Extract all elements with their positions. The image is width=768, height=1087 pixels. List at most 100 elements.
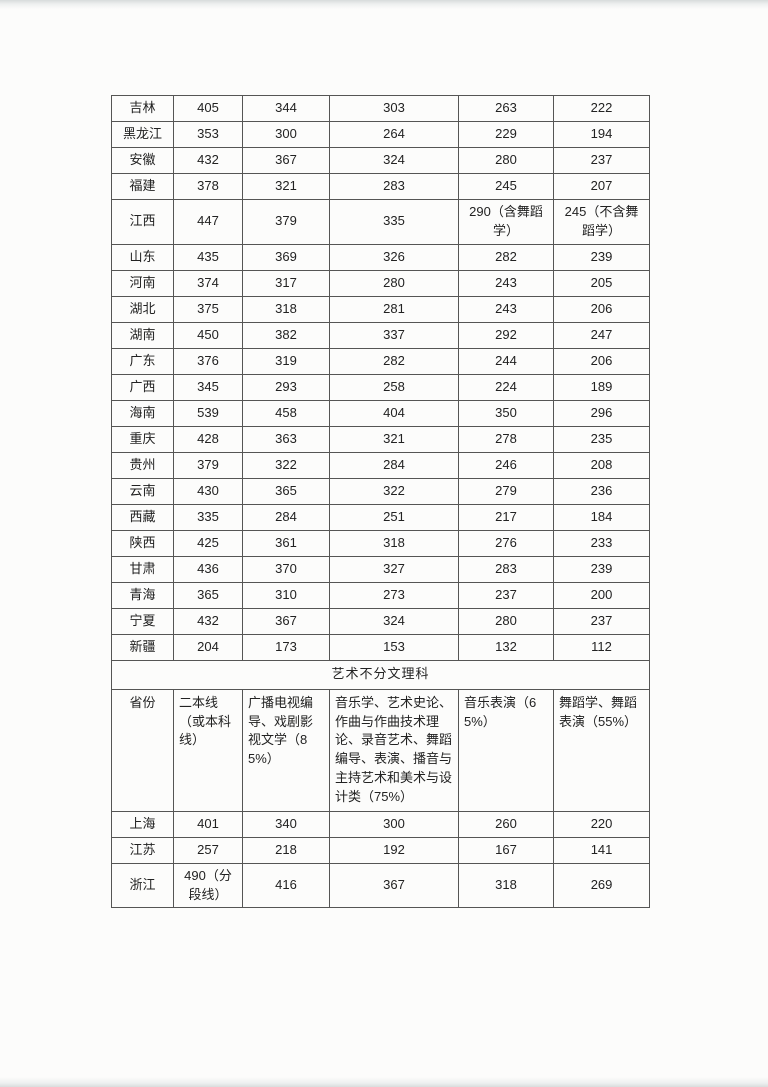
score-cell: 208 xyxy=(553,451,650,479)
column-header: 广播电视编导、戏剧影视文学（85%） xyxy=(242,688,330,812)
province-cell: 山东 xyxy=(111,243,174,271)
score-cell: 432 xyxy=(173,147,243,174)
score-cell: 132 xyxy=(458,633,554,661)
table-row: 河南 374 317 280 243 205 xyxy=(111,269,650,297)
table-row: 新疆 204 173 153 132 112 xyxy=(111,633,650,661)
score-cell: 282 xyxy=(329,347,459,375)
score-cell: 247 xyxy=(553,321,650,349)
score-cell: 539 xyxy=(173,399,243,427)
score-cell: 282 xyxy=(458,243,554,271)
score-cell: 318 xyxy=(242,295,330,323)
score-cell: 425 xyxy=(173,529,243,557)
score-cell: 258 xyxy=(329,373,459,401)
province-cell: 西藏 xyxy=(111,503,174,531)
province-cell: 云南 xyxy=(111,477,174,505)
score-cell: 450 xyxy=(173,321,243,349)
score-cell: 300 xyxy=(329,810,459,838)
column-header: 省份 xyxy=(111,688,174,812)
table-row: 湖北 375 318 281 243 206 xyxy=(111,295,650,323)
score-cell: 458 xyxy=(242,399,330,427)
score-cell: 432 xyxy=(173,607,243,635)
score-cell: 379 xyxy=(173,451,243,479)
arts-header-row: 省份 二本线（或本科线） 广播电视编导、戏剧影视文学（85%） 音乐学、艺术史论、作曲… xyxy=(111,688,651,812)
table-row: 江苏 257 218 192 167 141 xyxy=(111,836,651,864)
score-cell: 245 xyxy=(458,173,554,200)
column-header: 舞蹈学、舞蹈表演（55%） xyxy=(552,688,651,812)
score-cell: 326 xyxy=(329,243,459,271)
score-cell: 184 xyxy=(553,503,650,531)
score-cell: 233 xyxy=(553,529,650,557)
score-cell: 194 xyxy=(553,121,650,148)
table-row: 广西 345 293 258 224 189 xyxy=(111,373,650,401)
table-row: 贵州 379 322 284 246 208 xyxy=(111,451,650,479)
table-row: 安徽 432 367 324 280 237 xyxy=(111,147,650,174)
province-cell: 海南 xyxy=(111,399,174,427)
score-cell: 264 xyxy=(329,121,459,148)
province-cell: 广东 xyxy=(111,347,174,375)
province-cell: 贵州 xyxy=(111,451,174,479)
score-cell: 236 xyxy=(553,477,650,505)
score-cell: 205 xyxy=(553,269,650,297)
table-row: 黑龙江 353 300 264 229 194 xyxy=(111,121,650,148)
score-cell: 350 xyxy=(458,399,554,427)
table-row: 上海 401 340 300 260 220 xyxy=(111,810,651,838)
score-cell: 284 xyxy=(329,451,459,479)
score-cell: 378 xyxy=(173,173,243,200)
score-cell: 243 xyxy=(458,269,554,297)
score-cell: 369 xyxy=(242,243,330,271)
score-cell: 237 xyxy=(553,607,650,635)
score-cell: 224 xyxy=(458,373,554,401)
score-cell: 401 xyxy=(173,810,243,838)
score-cell: 207 xyxy=(553,173,650,200)
table-row: 海南 539 458 404 350 296 xyxy=(111,399,650,427)
score-cell: 447 xyxy=(173,199,243,245)
score-cell: 278 xyxy=(458,425,554,453)
score-cell: 229 xyxy=(458,121,554,148)
score-cell: 335 xyxy=(329,199,459,245)
score-cell: 279 xyxy=(458,477,554,505)
score-cell: 245（不含舞蹈学） xyxy=(553,199,650,245)
score-cell: 290（含舞蹈学） xyxy=(458,199,554,245)
table-row: 陕西 425 361 318 276 233 xyxy=(111,529,650,557)
score-cell: 283 xyxy=(458,555,554,583)
province-cell: 重庆 xyxy=(111,425,174,453)
score-cell: 324 xyxy=(329,607,459,635)
score-cell: 376 xyxy=(173,347,243,375)
score-cell: 322 xyxy=(329,477,459,505)
table-row: 重庆 428 363 321 278 235 xyxy=(111,425,650,453)
score-cell: 430 xyxy=(173,477,243,505)
score-cell: 337 xyxy=(329,321,459,349)
score-cell: 405 xyxy=(173,95,243,122)
province-cell: 宁夏 xyxy=(111,607,174,635)
score-cell: 300 xyxy=(242,121,330,148)
score-cell: 281 xyxy=(329,295,459,323)
table-row: 云南 430 365 322 279 236 xyxy=(111,477,650,505)
province-cell: 湖南 xyxy=(111,321,174,349)
score-cell: 370 xyxy=(242,555,330,583)
arts-rows-body: 上海 401 340 300 260 220 江苏 257 218 192 167 141 浙江 490（… xyxy=(111,810,651,909)
score-cell: 435 xyxy=(173,243,243,271)
score-cell: 218 xyxy=(242,836,330,864)
score-tables: 吉林 405 344 303 263 222 黑龙江 353 300 264 229 194 安徽 432… xyxy=(110,95,651,909)
score-cell: 292 xyxy=(458,321,554,349)
table-row: 湖南 450 382 337 292 247 xyxy=(111,321,650,349)
score-cell: 404 xyxy=(329,399,459,427)
score-cell: 318 xyxy=(458,862,554,909)
score-cell: 276 xyxy=(458,529,554,557)
score-cell: 200 xyxy=(553,581,650,609)
score-cell: 327 xyxy=(329,555,459,583)
province-cell: 青海 xyxy=(111,581,174,609)
score-cell: 206 xyxy=(553,347,650,375)
score-cell: 260 xyxy=(458,810,554,838)
score-cell: 318 xyxy=(329,529,459,557)
score-cell: 317 xyxy=(242,269,330,297)
score-cell: 280 xyxy=(458,607,554,635)
score-cell: 167 xyxy=(458,836,554,864)
score-cell: 192 xyxy=(329,836,459,864)
score-cell: 436 xyxy=(173,555,243,583)
score-cell: 141 xyxy=(552,836,651,864)
score-cell: 361 xyxy=(242,529,330,557)
province-cell: 河南 xyxy=(111,269,174,297)
score-cell: 490（分段线） xyxy=(173,862,243,909)
score-cell: 428 xyxy=(173,425,243,453)
